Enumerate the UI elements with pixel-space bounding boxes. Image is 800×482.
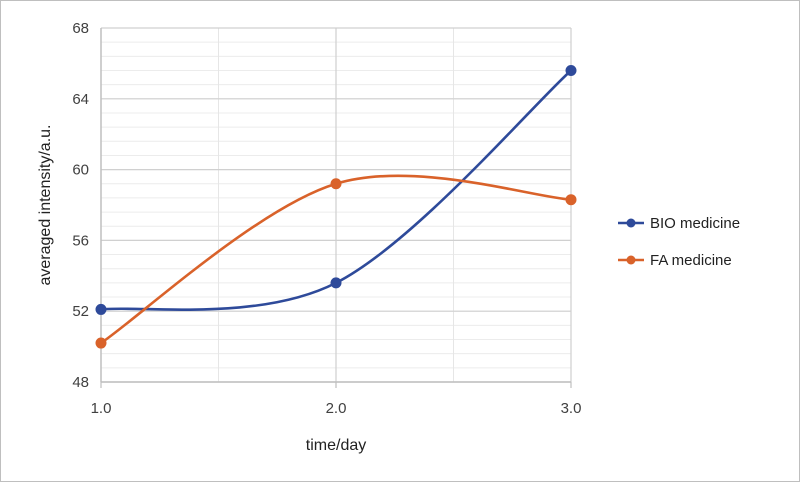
x-axis-title: time/day: [306, 437, 366, 454]
x-tick-label: 1.0: [91, 400, 112, 417]
data-point-fa-medicine: [95, 337, 107, 349]
y-axis-title: averaged intensity/a.u.: [37, 125, 54, 286]
x-tick-label: 3.0: [561, 400, 582, 417]
y-tick-label: 60: [72, 162, 89, 179]
major-gridlines: [100, 27, 572, 383]
y-tick-label: 56: [72, 232, 89, 249]
data-point-bio-medicine: [565, 64, 577, 76]
tick-labels: 48 52 56 60 64 68 1.0 2.0 3.0: [72, 20, 581, 417]
legend: BIO medicine FA medicine: [618, 215, 740, 269]
data-point-fa-medicine: [330, 178, 342, 190]
data-point-bio-medicine: [330, 277, 342, 289]
legend-label-fa-medicine: FA medicine: [650, 252, 732, 269]
data-point-bio-medicine: [95, 303, 107, 315]
series-layer: [95, 64, 577, 349]
y-tick-label: 48: [72, 374, 89, 391]
legend-marker-bio-medicine: [626, 218, 636, 228]
legend-marker-fa-medicine: [626, 255, 636, 265]
axes: [100, 28, 572, 388]
y-tick-label: 68: [72, 20, 89, 37]
y-tick-label: 52: [72, 303, 89, 320]
data-point-fa-medicine: [565, 194, 577, 206]
legend-label-bio-medicine: BIO medicine: [650, 215, 740, 232]
x-tick-label: 2.0: [326, 400, 347, 417]
y-tick-label: 64: [72, 91, 89, 108]
